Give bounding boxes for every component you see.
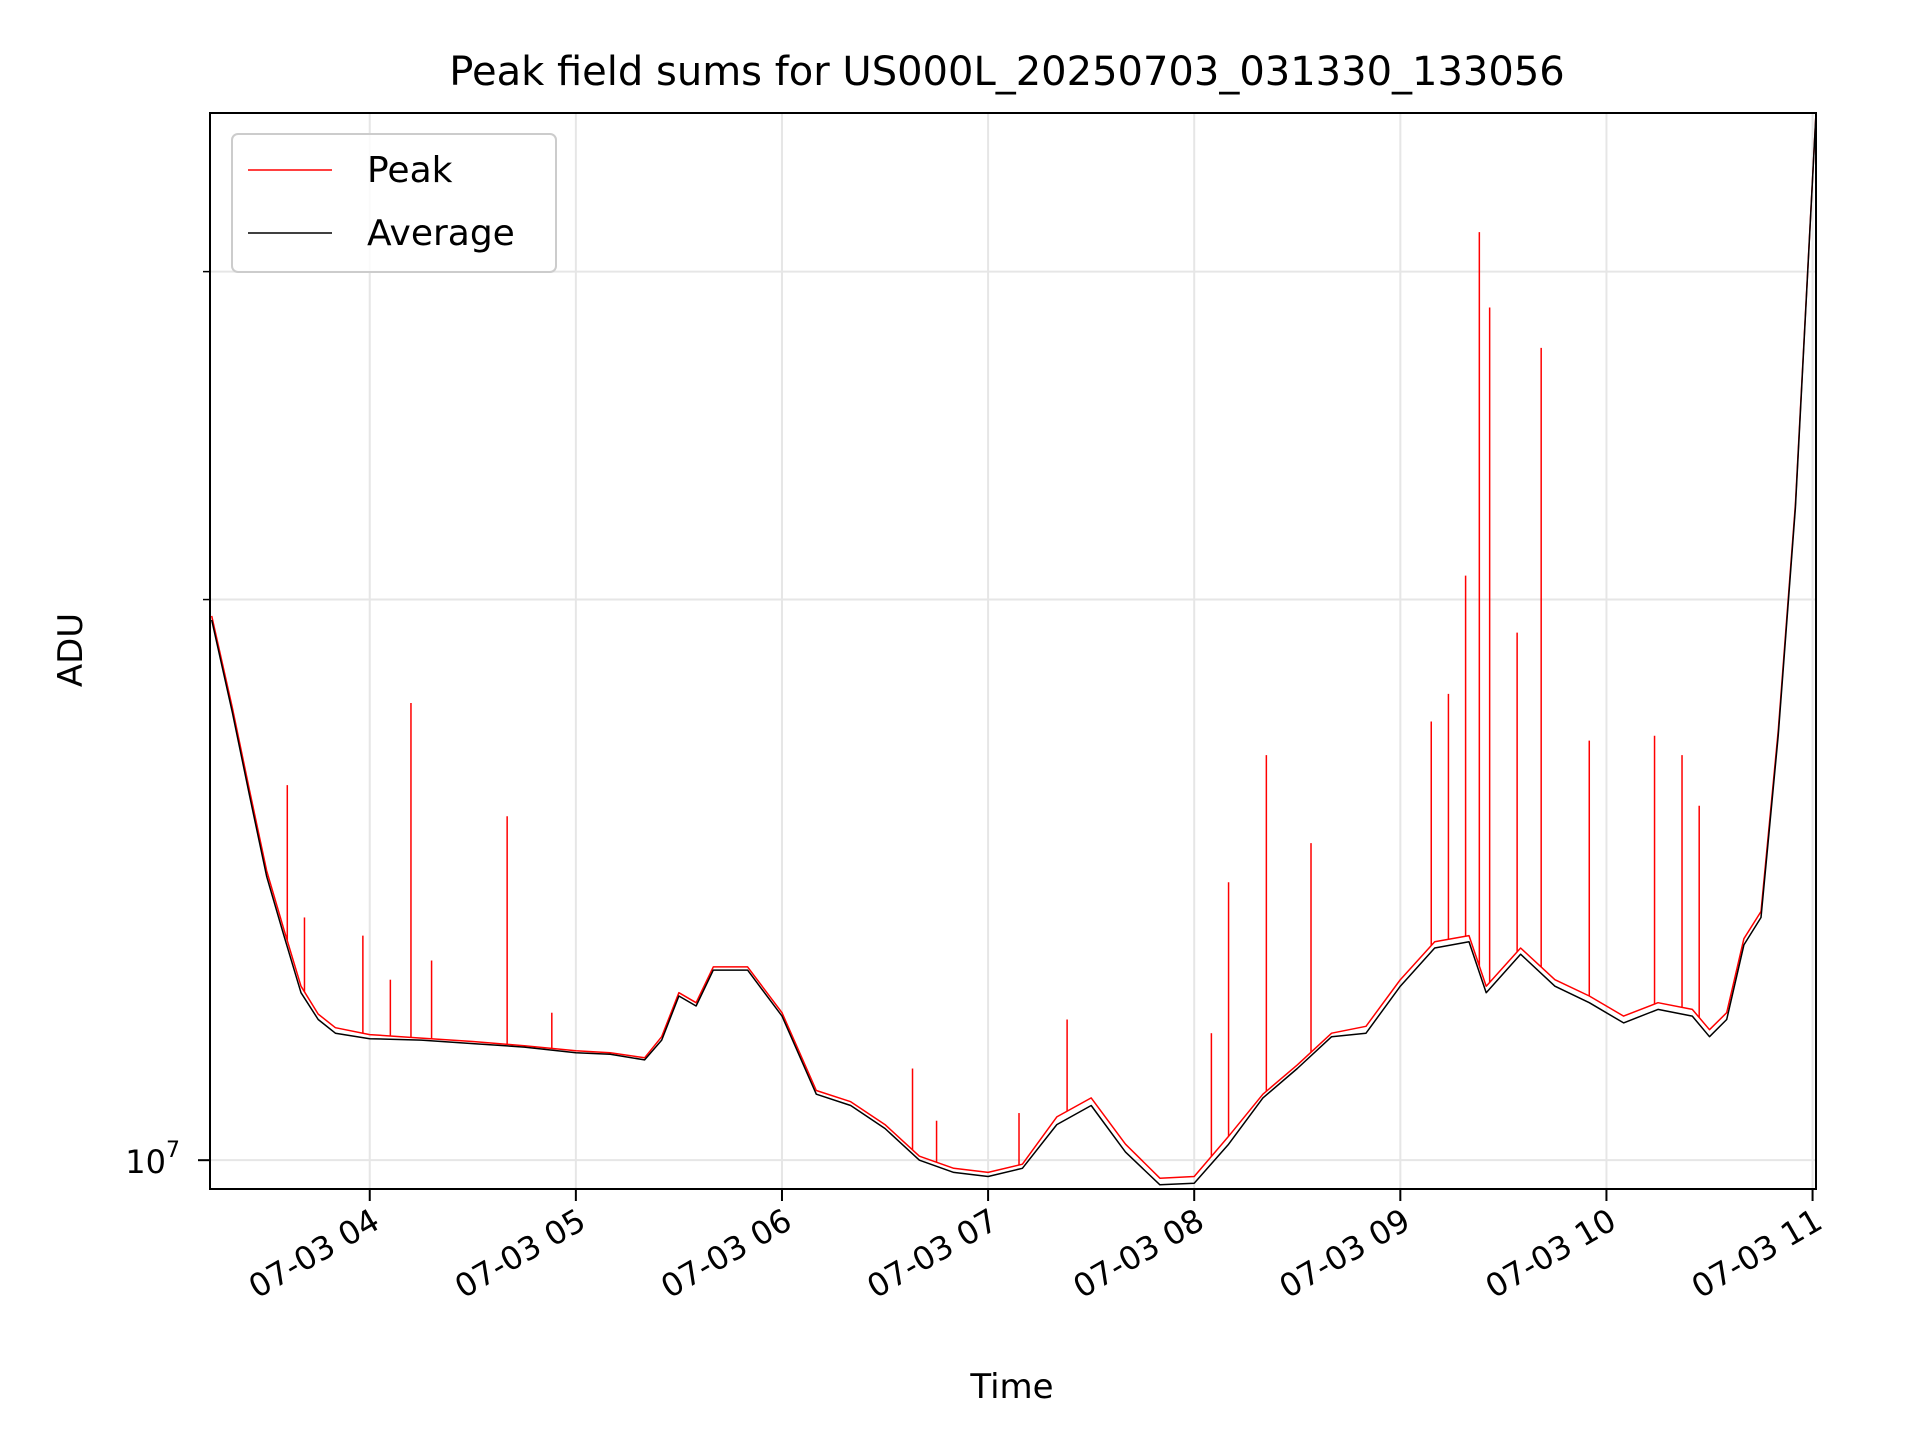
legend: Peak Average: [231, 133, 557, 273]
series-line-peak: [210, 113, 1816, 1179]
legend-label-peak: Peak: [367, 150, 453, 191]
series-layer: [210, 113, 1816, 1186]
legend-label-average: Average: [367, 213, 515, 254]
plot-area: [210, 113, 1816, 1186]
chart-title: Peak field sums for US000L_20250703_0313…: [449, 49, 1564, 95]
x-axis-label: Time: [969, 1367, 1053, 1407]
y-axis-label: ADU: [51, 613, 91, 687]
legend-box: [231, 133, 557, 273]
series-line-average: [210, 113, 1816, 1186]
y-axis: 107: [125, 270, 210, 1181]
plot-frame: [209, 112, 1817, 1190]
y-tick-label: 107: [125, 1138, 180, 1181]
grid: [210, 113, 1816, 1189]
